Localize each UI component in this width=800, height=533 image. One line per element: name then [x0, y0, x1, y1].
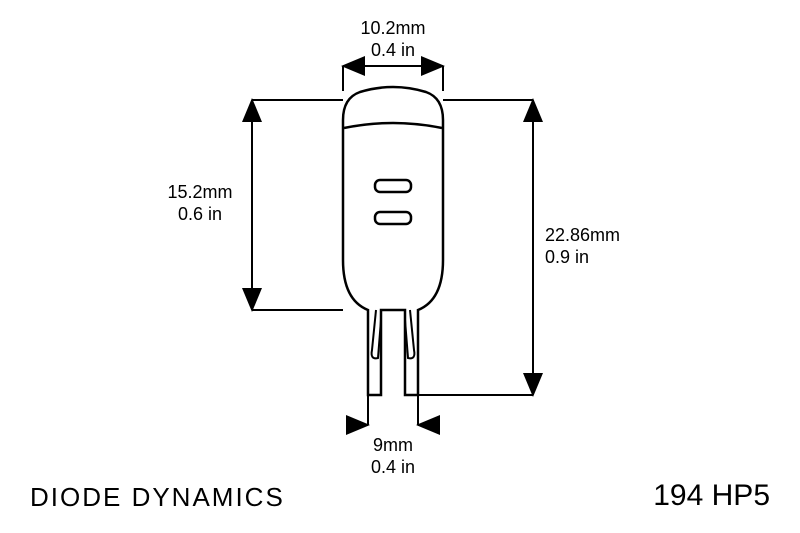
brand-text: DIODE DYNAMICS	[30, 482, 285, 513]
dim-bottom-label: 9mm 0.4 in	[353, 435, 433, 478]
dim-right-in: 0.9 in	[545, 247, 589, 267]
dim-left-height	[252, 100, 343, 310]
dim-bottom-mm: 9mm	[373, 435, 413, 455]
dim-bottom-width	[348, 395, 438, 425]
bulb-outline	[343, 87, 443, 395]
dim-right-label: 22.86mm 0.9 in	[545, 225, 645, 268]
dim-top-label: 10.2mm 0.4 in	[353, 18, 433, 61]
dim-bottom-in: 0.4 in	[371, 457, 415, 477]
model-text: 194 HP5	[653, 479, 770, 513]
dim-left-mm: 15.2mm	[167, 182, 232, 202]
dim-left-label: 15.2mm 0.6 in	[160, 182, 240, 225]
dim-right-height	[418, 100, 533, 395]
dim-left-in: 0.6 in	[178, 204, 222, 224]
dim-right-mm: 22.86mm	[545, 225, 620, 245]
dim-top-in: 0.4 in	[371, 40, 415, 60]
dim-top-mm: 10.2mm	[360, 18, 425, 38]
led-slots	[375, 180, 411, 224]
